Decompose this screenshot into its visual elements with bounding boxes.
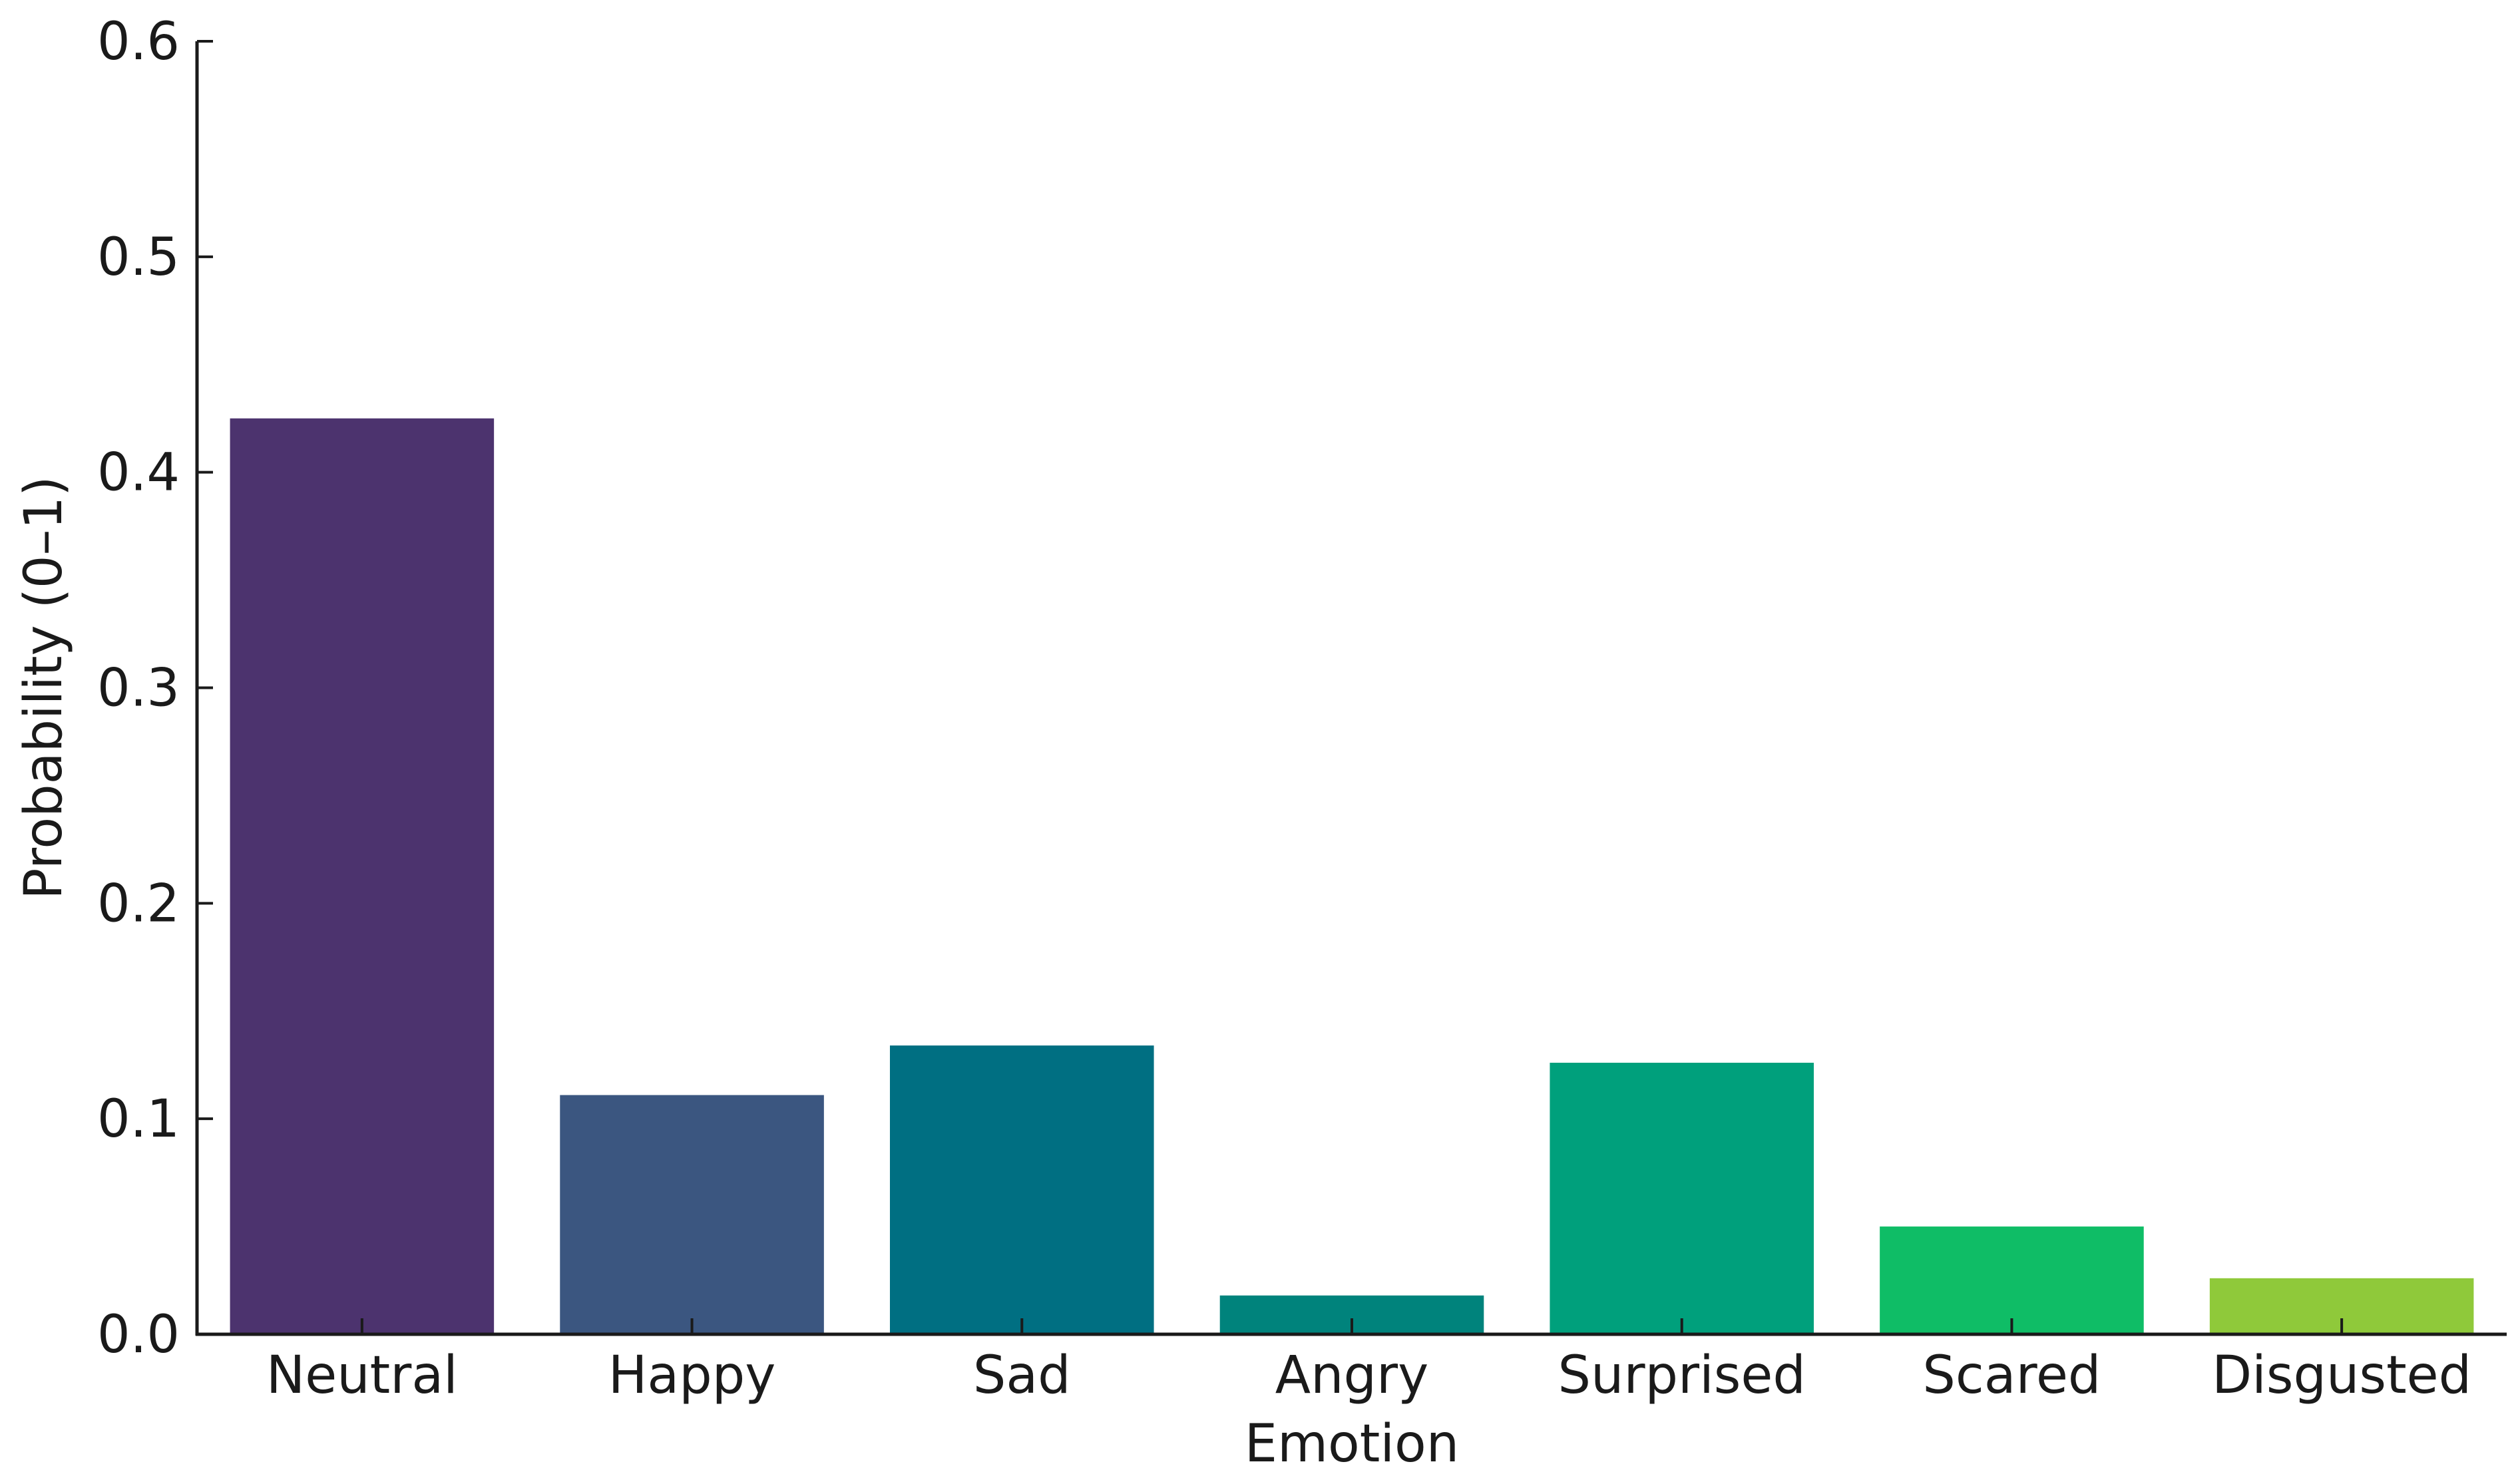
- y-tick-label: 0.2: [97, 874, 180, 934]
- x-axis-title: Emotion: [1245, 1414, 1459, 1474]
- y-tick-label: 0.1: [97, 1089, 180, 1149]
- x-tick-label: Neutral: [266, 1346, 458, 1405]
- y-tick-label: 0.5: [97, 228, 180, 287]
- x-tick-label: Surprised: [1558, 1346, 1806, 1405]
- bar-neutral: [230, 418, 495, 1335]
- y-axis-title: Probability (0–1): [14, 476, 74, 899]
- bars-group: [230, 418, 2474, 1335]
- bar-happy: [560, 1095, 824, 1334]
- y-tick-label: 0.4: [97, 443, 180, 503]
- bar-scared: [1880, 1226, 2144, 1334]
- y-tick-label: 0.6: [97, 12, 180, 72]
- x-tick-label: Happy: [608, 1346, 776, 1405]
- x-tick-label: Angry: [1275, 1346, 1429, 1405]
- y-axis-ticks: 0.0 0.1 0.2 0.3 0.4 0.5 0.6: [97, 12, 213, 1365]
- y-tick-label: 0.0: [97, 1305, 180, 1365]
- x-tick-label: Disgusted: [2212, 1346, 2471, 1405]
- y-tick-label: 0.3: [97, 659, 180, 719]
- x-tick-label: Scared: [1922, 1346, 2101, 1405]
- x-axis-ticks: Neutral Happy Sad Angry Surprised Scared Disgu…: [266, 1318, 2471, 1405]
- x-tick-label: Sad: [973, 1346, 1071, 1405]
- bar-surprised: [1550, 1062, 1814, 1334]
- bar-sad: [890, 1045, 1154, 1334]
